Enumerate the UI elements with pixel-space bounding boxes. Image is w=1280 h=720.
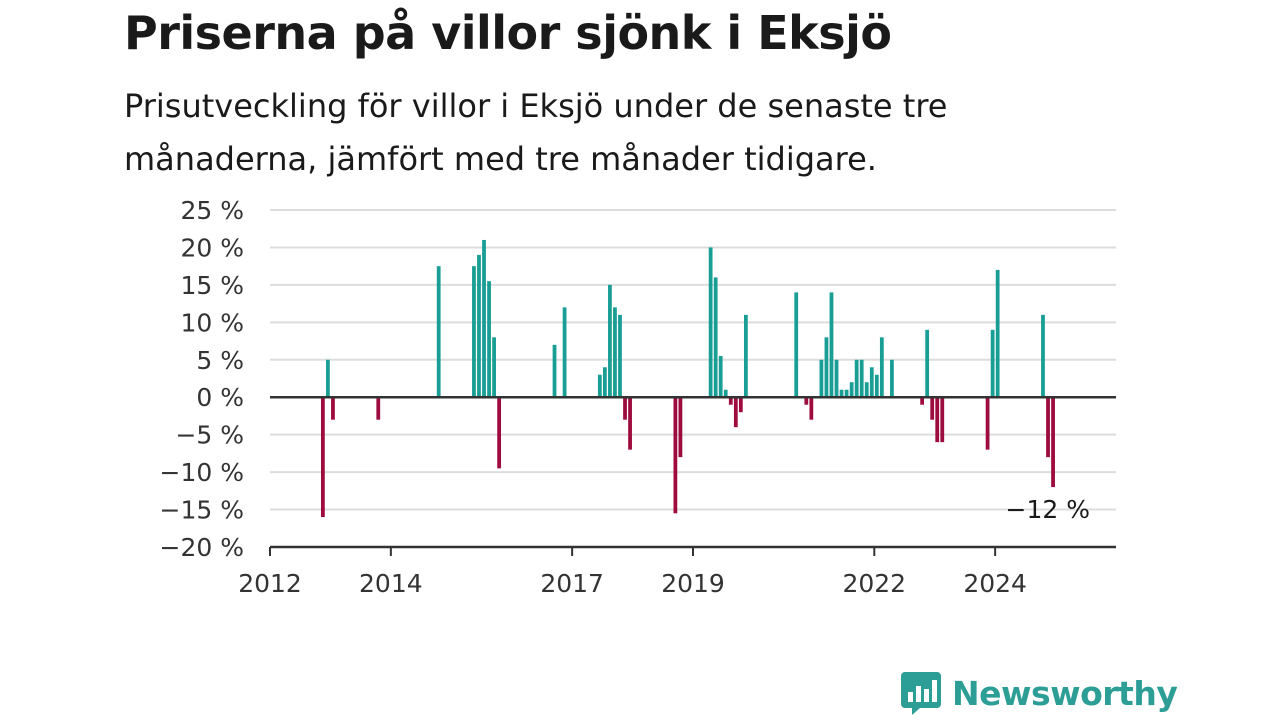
- x-tick-label: 2012: [238, 569, 302, 598]
- bar: [708, 247, 713, 398]
- bar: [859, 359, 864, 398]
- bar: [819, 359, 824, 398]
- bar: [477, 254, 481, 398]
- axes: [269, 395, 1116, 556]
- bar: [728, 397, 733, 405]
- bar: [824, 337, 829, 398]
- bar: [1051, 397, 1055, 488]
- bar: [678, 397, 683, 458]
- bar: [864, 382, 869, 398]
- bar-chart-speech-icon: [901, 672, 941, 715]
- bar: [602, 367, 607, 398]
- gridlines: [270, 209, 1116, 511]
- bar: [552, 344, 557, 398]
- tick-labels: 25 % 20 % 15 % 10 % 5 % 0 % −5 % −10 % −15 % −20 …: [160, 196, 1090, 598]
- bar: [613, 307, 617, 398]
- bar: [920, 397, 925, 405]
- bar: [608, 284, 612, 398]
- y-tick-label: −5 %: [175, 421, 244, 450]
- bar: [743, 314, 748, 398]
- y-tick-label: 5 %: [196, 346, 244, 375]
- bar: [874, 374, 879, 398]
- bar: [628, 397, 632, 450]
- bar: [623, 397, 627, 420]
- bar: [723, 389, 728, 398]
- bar: [834, 359, 839, 398]
- x-tick-label: 2017: [540, 569, 604, 598]
- bar: [839, 389, 844, 398]
- bar: [854, 359, 859, 398]
- bar: [733, 397, 738, 428]
- bar: [1041, 314, 1045, 398]
- bar: [326, 359, 330, 398]
- x-tick-label: 2014: [359, 569, 423, 598]
- logo-text: Newsworthy: [952, 673, 1178, 713]
- bar: [844, 389, 849, 398]
- bar: [990, 329, 995, 398]
- chart-subtitle: Prisutveckling för villor i Eksjö under …: [124, 87, 948, 178]
- bar: [718, 356, 723, 398]
- bar: [930, 397, 935, 420]
- bar: [890, 359, 894, 398]
- bar: [849, 382, 854, 398]
- last-value-annotation: −12 %: [1006, 495, 1090, 524]
- bar: [738, 397, 743, 413]
- y-tick-label: 0 %: [196, 383, 244, 412]
- y-tick-label: 10 %: [180, 308, 244, 337]
- y-tick-label: 20 %: [180, 233, 244, 262]
- x-tick-label: 2019: [661, 569, 725, 598]
- bar: [804, 397, 809, 405]
- bar: [809, 397, 814, 420]
- bar: [925, 329, 930, 398]
- bars: [320, 239, 1055, 518]
- bar: [1046, 397, 1050, 458]
- bar: [794, 292, 799, 398]
- y-tick-label: −10 %: [160, 458, 244, 487]
- bar: [487, 281, 491, 398]
- bar: [829, 292, 834, 398]
- bar: [935, 397, 940, 443]
- chart-title: Priserna på villor sjönk i Eksjö: [124, 6, 892, 60]
- bar: [320, 397, 325, 518]
- newsworthy-logo: Newsworthy: [900, 670, 1178, 716]
- bar: [492, 337, 496, 398]
- bar: [940, 397, 945, 443]
- bar: [482, 239, 486, 398]
- bar: [869, 367, 874, 398]
- bar: [331, 397, 335, 420]
- y-tick-label: −15 %: [160, 496, 244, 525]
- x-tick-label: 2024: [963, 569, 1027, 598]
- bar: [562, 307, 567, 398]
- bar: [597, 374, 602, 398]
- bar: [879, 337, 884, 398]
- bar: [618, 314, 622, 398]
- bar: [472, 266, 476, 398]
- bar: [995, 269, 1000, 398]
- y-tick-label: −20 %: [160, 533, 244, 562]
- bar: [985, 397, 990, 450]
- y-tick-label: 25 %: [180, 196, 244, 225]
- bar: [713, 277, 718, 398]
- bar: [436, 266, 441, 398]
- bar: [497, 397, 502, 469]
- x-tick-label: 2022: [842, 569, 906, 598]
- bar: [376, 397, 381, 420]
- y-tick-label: 15 %: [180, 271, 244, 300]
- bar: [673, 397, 678, 514]
